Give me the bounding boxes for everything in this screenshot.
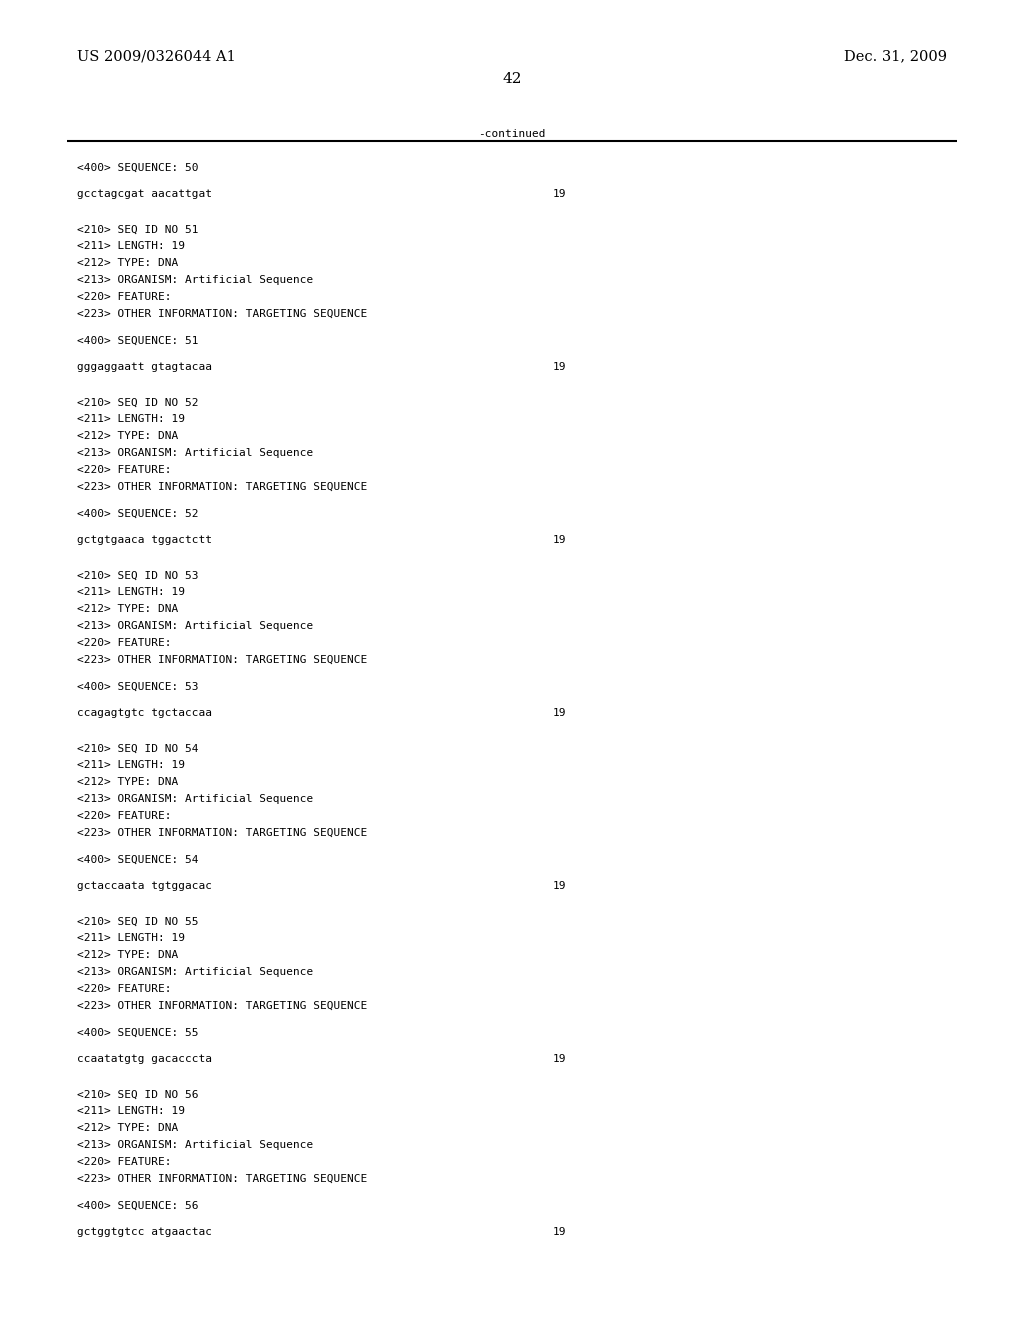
Text: <212> TYPE: DNA: <212> TYPE: DNA (77, 1123, 178, 1134)
Text: <211> LENGTH: 19: <211> LENGTH: 19 (77, 587, 184, 597)
Text: <210> SEQ ID NO 56: <210> SEQ ID NO 56 (77, 1089, 199, 1100)
Text: 19: 19 (553, 708, 566, 718)
Text: <213> ORGANISM: Artificial Sequence: <213> ORGANISM: Artificial Sequence (77, 795, 313, 804)
Text: <211> LENGTH: 19: <211> LENGTH: 19 (77, 933, 184, 944)
Text: <210> SEQ ID NO 55: <210> SEQ ID NO 55 (77, 916, 199, 927)
Text: ccaatatgtg gacacccta: ccaatatgtg gacacccta (77, 1053, 212, 1064)
Text: <400> SEQUENCE: 51: <400> SEQUENCE: 51 (77, 335, 199, 346)
Text: <211> LENGTH: 19: <211> LENGTH: 19 (77, 760, 184, 771)
Text: <400> SEQUENCE: 56: <400> SEQUENCE: 56 (77, 1200, 199, 1210)
Text: <220> FEATURE:: <220> FEATURE: (77, 1158, 171, 1167)
Text: 19: 19 (553, 535, 566, 545)
Text: <223> OTHER INFORMATION: TARGETING SEQUENCE: <223> OTHER INFORMATION: TARGETING SEQUE… (77, 828, 367, 838)
Text: <213> ORGANISM: Artificial Sequence: <213> ORGANISM: Artificial Sequence (77, 622, 313, 631)
Text: <213> ORGANISM: Artificial Sequence: <213> ORGANISM: Artificial Sequence (77, 449, 313, 458)
Text: ccagagtgtc tgctaccaa: ccagagtgtc tgctaccaa (77, 708, 212, 718)
Text: <223> OTHER INFORMATION: TARGETING SEQUENCE: <223> OTHER INFORMATION: TARGETING SEQUE… (77, 1175, 367, 1184)
Text: gctgtgaaca tggactctt: gctgtgaaca tggactctt (77, 535, 212, 545)
Text: <210> SEQ ID NO 54: <210> SEQ ID NO 54 (77, 743, 199, 754)
Text: <220> FEATURE:: <220> FEATURE: (77, 638, 171, 648)
Text: <211> LENGTH: 19: <211> LENGTH: 19 (77, 1106, 184, 1117)
Text: gcctagcgat aacattgat: gcctagcgat aacattgat (77, 189, 212, 198)
Text: <212> TYPE: DNA: <212> TYPE: DNA (77, 432, 178, 441)
Text: Dec. 31, 2009: Dec. 31, 2009 (844, 49, 947, 63)
Text: <220> FEATURE:: <220> FEATURE: (77, 465, 171, 475)
Text: gctggtgtcc atgaactac: gctggtgtcc atgaactac (77, 1226, 212, 1237)
Text: <210> SEQ ID NO 52: <210> SEQ ID NO 52 (77, 397, 199, 408)
Text: <400> SEQUENCE: 53: <400> SEQUENCE: 53 (77, 681, 199, 692)
Text: US 2009/0326044 A1: US 2009/0326044 A1 (77, 49, 236, 63)
Text: <400> SEQUENCE: 55: <400> SEQUENCE: 55 (77, 1027, 199, 1038)
Text: 19: 19 (553, 362, 566, 372)
Text: <210> SEQ ID NO 51: <210> SEQ ID NO 51 (77, 224, 199, 234)
Text: <210> SEQ ID NO 53: <210> SEQ ID NO 53 (77, 570, 199, 581)
Text: gggaggaatt gtagtacaa: gggaggaatt gtagtacaa (77, 362, 212, 372)
Text: <212> TYPE: DNA: <212> TYPE: DNA (77, 605, 178, 614)
Text: gctaccaata tgtggacac: gctaccaata tgtggacac (77, 880, 212, 891)
Text: <213> ORGANISM: Artificial Sequence: <213> ORGANISM: Artificial Sequence (77, 275, 313, 285)
Text: 19: 19 (553, 1226, 566, 1237)
Text: <220> FEATURE:: <220> FEATURE: (77, 985, 171, 994)
Text: <220> FEATURE:: <220> FEATURE: (77, 292, 171, 302)
Text: <211> LENGTH: 19: <211> LENGTH: 19 (77, 242, 184, 251)
Text: 19: 19 (553, 1053, 566, 1064)
Text: <212> TYPE: DNA: <212> TYPE: DNA (77, 950, 178, 960)
Text: -continued: -continued (478, 129, 546, 140)
Text: <400> SEQUENCE: 52: <400> SEQUENCE: 52 (77, 508, 199, 519)
Text: <211> LENGTH: 19: <211> LENGTH: 19 (77, 414, 184, 424)
Text: <400> SEQUENCE: 54: <400> SEQUENCE: 54 (77, 854, 199, 865)
Text: 42: 42 (502, 71, 522, 86)
Text: <223> OTHER INFORMATION: TARGETING SEQUENCE: <223> OTHER INFORMATION: TARGETING SEQUE… (77, 1001, 367, 1011)
Text: 19: 19 (553, 189, 566, 198)
Text: 19: 19 (553, 880, 566, 891)
Text: <400> SEQUENCE: 50: <400> SEQUENCE: 50 (77, 162, 199, 173)
Text: <223> OTHER INFORMATION: TARGETING SEQUENCE: <223> OTHER INFORMATION: TARGETING SEQUE… (77, 482, 367, 492)
Text: <223> OTHER INFORMATION: TARGETING SEQUENCE: <223> OTHER INFORMATION: TARGETING SEQUE… (77, 655, 367, 665)
Text: <212> TYPE: DNA: <212> TYPE: DNA (77, 259, 178, 268)
Text: <223> OTHER INFORMATION: TARGETING SEQUENCE: <223> OTHER INFORMATION: TARGETING SEQUE… (77, 309, 367, 319)
Text: <220> FEATURE:: <220> FEATURE: (77, 812, 171, 821)
Text: <212> TYPE: DNA: <212> TYPE: DNA (77, 777, 178, 787)
Text: <213> ORGANISM: Artificial Sequence: <213> ORGANISM: Artificial Sequence (77, 968, 313, 977)
Text: <213> ORGANISM: Artificial Sequence: <213> ORGANISM: Artificial Sequence (77, 1140, 313, 1150)
